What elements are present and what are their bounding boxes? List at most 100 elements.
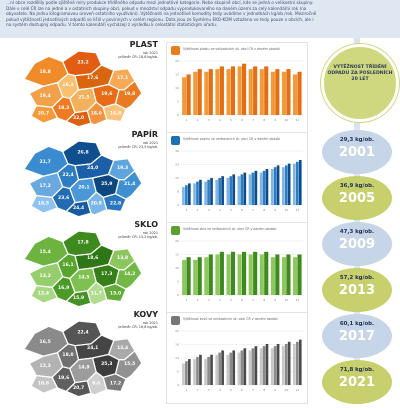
chart-bar (262, 346, 266, 385)
map-region-label: 17,8 (77, 239, 88, 245)
x-tick-label: 9 (274, 388, 276, 392)
chart-bar (237, 66, 242, 115)
chart-bar (243, 348, 247, 385)
map-region-label: 22,4 (77, 329, 88, 335)
chart-title: Výtěžnost papíru ve velikostních sk. obc… (183, 137, 281, 141)
section-average: průměr ČR: 18,8 kg/ob. (118, 55, 158, 59)
section-papir: 21,7 26,8 17,2 22,4 24,0 18,5 23,6 20,1 25,9 19,3… (0, 128, 310, 228)
chart-bar (264, 66, 269, 115)
chart-bar (226, 178, 230, 205)
y-tick-label: 10 (175, 86, 179, 90)
section-year: rok 2021 (142, 141, 158, 145)
chart-bar (248, 254, 253, 295)
chart-bar (196, 356, 199, 385)
y-tick-label: 25 (175, 329, 179, 333)
x-tick-label: 6 (241, 118, 243, 122)
map-region-label: 18,3 (58, 105, 69, 111)
chart-bar (297, 71, 302, 115)
region-map-papir: 21,7 26,8 17,2 22,4 24,0 18,5 23,6 20,1 25,9 19,3… (23, 140, 143, 218)
x-tick-label: 1 (186, 388, 188, 392)
x-tick-label: 10 (284, 208, 288, 212)
chart-bar (265, 343, 269, 385)
map-region-label: 13,2 (40, 273, 51, 279)
map-region-label: 19,6 (58, 375, 69, 381)
chart-bar (182, 259, 187, 295)
chart-bar (204, 359, 207, 385)
map-region-label: 19,4 (40, 93, 51, 99)
chart-bar (297, 254, 302, 295)
x-tick-label: 8 (263, 208, 265, 212)
chart-card-plast: Výtěžnost plastu ve velikostních sk. obc… (166, 42, 308, 134)
chart-bar (215, 254, 220, 295)
chart-bar (199, 354, 202, 385)
x-tick-label: 5 (230, 208, 232, 212)
chart-bar (248, 69, 253, 115)
map-region (102, 193, 127, 213)
region-map-plast: 18,8 23,2 19,4 16,3 17,6 20,7 18,3 21,5 19,6 17,1… (23, 50, 143, 128)
x-tick-label: 9 (274, 208, 276, 212)
y-tick-label: 10 (175, 266, 179, 270)
timeline-value: 29,3 kg/ob. (339, 137, 375, 143)
y-tick-label: 15 (175, 176, 179, 180)
chart-bar (230, 251, 236, 295)
timeline-year-2013: 57,2 kg/ob. 2013 (322, 268, 392, 312)
map-region-label: 16,5 (40, 339, 51, 345)
x-tick-label: 6 (241, 298, 243, 302)
x-tick-label: 1 (186, 208, 188, 212)
x-tick-label: 4 (219, 298, 221, 302)
chart-bar (185, 361, 188, 385)
section-plast: 18,8 23,2 19,4 16,3 17,6 20,7 18,3 21,5 19,6 17,1… (0, 38, 310, 138)
section-title: SKLO (134, 220, 158, 229)
x-tick-label: 3 (208, 388, 210, 392)
map-region (114, 260, 143, 290)
map-region-label: 23,6 (58, 195, 69, 201)
chart-bar (188, 359, 191, 385)
section-average: průměr ČR: 16,8 kg/ob. (118, 325, 158, 329)
chart-bar (204, 181, 207, 205)
map-region-label: 18,6 (87, 255, 98, 261)
map-region-label: 16,8 (110, 110, 121, 116)
chart-bar (197, 69, 202, 115)
chart-bar (284, 165, 288, 205)
chart-bar (208, 69, 213, 115)
chart-bar (210, 178, 213, 205)
chart-bar (270, 71, 275, 115)
chart-bar (197, 257, 202, 295)
map-region (65, 110, 92, 128)
chart-bar (221, 176, 224, 205)
x-tick-label: 2 (197, 388, 199, 392)
chart-bar (204, 71, 209, 115)
map-region-label: 16,3 (62, 82, 73, 88)
map-region-label: 22,8 (110, 200, 121, 206)
section-year: rok 2021 (142, 231, 158, 235)
x-tick-label: 11 (296, 208, 300, 212)
section-title: KOVY (133, 310, 158, 319)
map-region-label: 23,2 (77, 59, 88, 65)
chart-bar (275, 254, 280, 295)
commodity-icon (171, 46, 180, 55)
commodity-icon (171, 226, 180, 235)
map-region (114, 80, 143, 110)
map-region (30, 104, 59, 124)
map-region-label: 22,4 (62, 172, 73, 178)
map-region-label: 15,4 (40, 249, 51, 255)
chart-title: Výtěžnost plastu ve velikostních sk. obc… (183, 47, 280, 51)
chart-bar (253, 251, 258, 295)
x-tick-label: 8 (263, 118, 265, 122)
commodity-icon (171, 136, 180, 145)
map-region (65, 290, 92, 308)
x-tick-label: 5 (230, 298, 232, 302)
chart-bar (293, 343, 296, 385)
chart-bar (237, 254, 242, 295)
x-tick-label: 11 (296, 118, 300, 122)
chart-bar (237, 352, 241, 385)
x-tick-label: 2 (197, 298, 199, 302)
chart-bar (284, 343, 288, 385)
chart-bar (248, 174, 252, 205)
chart-bar (226, 254, 231, 295)
map-region-label: 12,3 (40, 363, 51, 369)
x-tick-label: 3 (208, 298, 210, 302)
commodity-icon (171, 316, 180, 325)
map-region-label: 18,5 (38, 200, 49, 206)
section-year: rok 2021 (142, 51, 158, 55)
